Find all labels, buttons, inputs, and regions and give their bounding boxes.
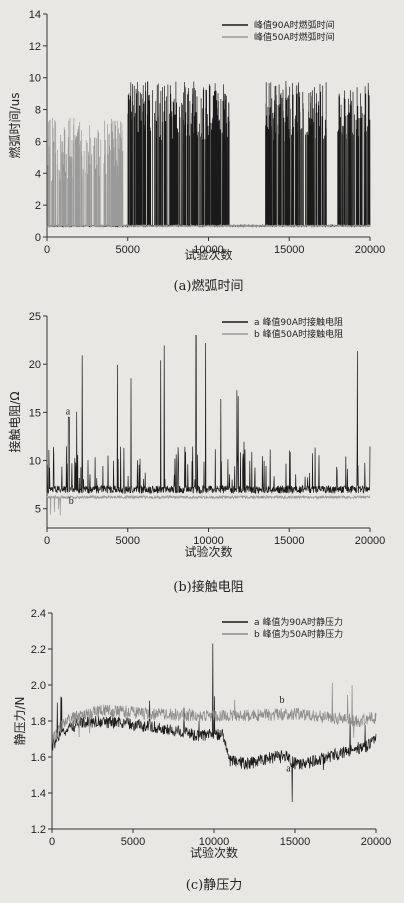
y-tick-label: 12 [29, 41, 41, 53]
x-tick-label: 20000 [361, 836, 392, 848]
x-tick-label: 0 [49, 836, 55, 848]
y-tick-label: 10 [29, 73, 41, 85]
x-axis-title: 试验次数 [184, 544, 232, 559]
x-tick-label: 10000 [199, 836, 230, 848]
series-annotation: a [286, 763, 291, 774]
y-tick-label: 2.2 [31, 644, 46, 656]
series-annotation: b [280, 695, 285, 706]
x-tick-label: 5000 [116, 535, 140, 547]
y-tick-label: 25 [29, 311, 41, 323]
y-tick-label: 20 [29, 359, 41, 371]
series-line-2 [46, 117, 371, 228]
y-tick-label: 5 [35, 504, 41, 516]
y-tick-label: 1.8 [31, 716, 46, 728]
y-tick-label: 2 [35, 200, 41, 212]
chart-panel-1: 0 5000 10000 15000 20000 0 2 4 6 8 10 12 14 试验次数 燃弧时间/… [7, 9, 385, 294]
panel-caption: (b)接触电阻 [173, 579, 243, 595]
legend-label-2: 峰值50A时燃弧时间 [254, 31, 335, 43]
y-axis-title: 静压力/N [13, 696, 27, 745]
legend-label-2: b 峰值50A时接触电阻 [254, 328, 343, 340]
y-tick-label: 2.4 [31, 608, 46, 620]
y-axis-title: 接触电阻/Ω [7, 391, 22, 452]
series-line-2 [51, 682, 377, 741]
x-tick-label: 0 [44, 244, 50, 256]
y-tick-label: 0 [35, 232, 41, 244]
y-tick-label: 14 [29, 9, 41, 21]
x-axis-title: 试验次数 [190, 845, 238, 860]
series-line-1 [51, 643, 377, 803]
y-tick-label: 4 [35, 168, 41, 180]
y-tick-label: 8 [35, 105, 41, 117]
y-tick-label: 15 [29, 407, 41, 419]
chart-layer: 0 5000 10000 15000 20000 0 2 4 6 8 10 12 14 试验次数 燃弧时间/… [7, 9, 391, 893]
x-tick-label: 0 [44, 535, 50, 547]
y-tick-label: 2.0 [31, 680, 46, 692]
x-tick-label: 20000 [355, 244, 386, 256]
y-tick-label: 6 [35, 136, 41, 148]
x-tick-label: 15000 [274, 535, 305, 547]
x-tick-label: 15000 [280, 836, 311, 848]
x-axis-title: 试验次数 [184, 247, 232, 262]
x-tick-label: 10000 [193, 535, 224, 547]
y-tick-label: 1.6 [31, 752, 46, 764]
y-tick-label: 10 [29, 456, 41, 468]
legend-label-2: b 峰值为50A时静压力 [254, 628, 343, 640]
y-tick-label: 1.2 [31, 824, 46, 836]
series-annotation: a [66, 406, 71, 417]
x-tick-label: 5000 [121, 836, 145, 848]
panel-caption: (c)静压力 [186, 878, 242, 893]
y-axis-title: 燃弧时间/us [7, 93, 22, 159]
series-line-2 [46, 494, 371, 516]
legend-label-1: a 峰值90A时接触电阻 [254, 316, 343, 328]
series-annotation: b [69, 496, 74, 507]
panel-caption: (a)燃弧时间 [174, 278, 244, 294]
chart-panel-3: 0 5000 10000 15000 20000 1.2 1.4 1.6 1.8 2.0 2.2 2.… [13, 608, 391, 893]
legend-label-1: 峰值90A时燃弧时间 [254, 19, 335, 31]
legend-label-1: a 峰值为90A时静压力 [254, 616, 343, 628]
x-tick-label: 10000 [193, 244, 224, 256]
x-tick-label: 20000 [355, 535, 386, 547]
y-tick-label: 1.4 [31, 788, 46, 800]
series-line-1 [46, 334, 371, 495]
x-tick-label: 15000 [274, 244, 305, 256]
x-tick-label: 5000 [116, 244, 140, 256]
chart-panel-2: 0 5000 10000 15000 20000 5 10 15 20 25 试验次数 接触电阻/Ω (… [7, 311, 385, 595]
